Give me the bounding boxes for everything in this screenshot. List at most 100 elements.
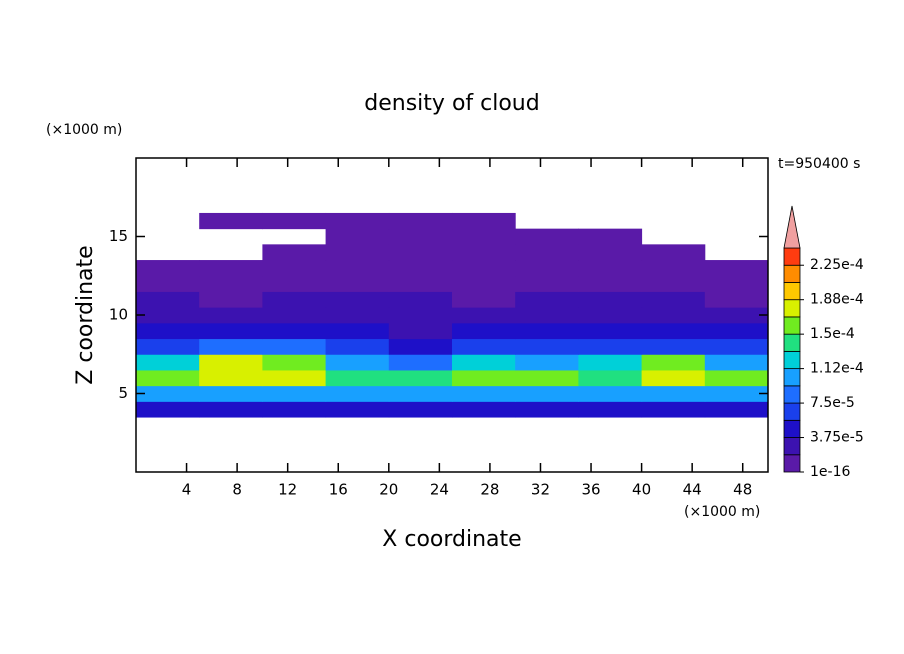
contour-cell [578, 322, 643, 340]
contour-cell [578, 338, 643, 355]
x-tick-label: 16 [329, 481, 348, 499]
y-tick-label: 5 [118, 384, 128, 402]
contour-cell [515, 228, 579, 245]
contour-cell [578, 401, 643, 418]
contour-cell [578, 244, 643, 261]
x-tick-label: 28 [480, 481, 499, 499]
colorbar-box [783, 402, 801, 421]
contour-cell [199, 401, 263, 418]
contour-cell [452, 275, 516, 292]
contour-cell [452, 369, 516, 387]
colorbar-box [783, 299, 801, 318]
y-tick-label: 15 [109, 227, 128, 245]
contour-cell [262, 322, 327, 340]
colorbar-box [783, 419, 801, 438]
contour-cell [325, 369, 390, 387]
colorbar-box [783, 350, 801, 370]
contour-cell [388, 260, 453, 277]
contour-cell [262, 260, 327, 277]
contour-cell [388, 369, 453, 387]
contour-cell [199, 369, 263, 387]
x-tick-label: 12 [278, 481, 297, 499]
contour-cell [515, 401, 579, 418]
contour-cell [515, 260, 579, 277]
contour-cell [262, 401, 327, 418]
colorbar-tick-label: 2.25e-4 [810, 257, 864, 273]
contour-cell [136, 369, 200, 387]
contour-cell [452, 322, 516, 340]
contour-cell [199, 307, 263, 324]
contour-cell [325, 228, 390, 245]
contour-cell [136, 322, 200, 340]
y-tick-label: 10 [109, 306, 128, 324]
contour-cell [325, 291, 390, 308]
contour-cell [641, 260, 706, 277]
contour-cell [578, 385, 643, 402]
contour-cell [388, 275, 453, 292]
contour-cell [388, 385, 453, 402]
contour-cell [704, 354, 769, 371]
colorbar-box [783, 437, 801, 456]
contour-cell [199, 275, 263, 292]
colorbar-box [783, 247, 801, 266]
contour-cell [641, 275, 706, 292]
contour-cell [515, 338, 579, 355]
contour-cell [199, 322, 263, 340]
contour-cell [515, 291, 579, 308]
x-tick-label: 20 [379, 481, 398, 499]
x-tick-label: 32 [531, 481, 550, 499]
colorbar-tick-label: 1.12e-4 [810, 361, 864, 377]
contour-cell [388, 401, 453, 418]
x-unit: (×1000 m) [684, 504, 760, 520]
colorbar-box [783, 282, 801, 301]
contour-cell [199, 385, 263, 402]
x-tick-label: 44 [683, 481, 702, 499]
colorbar-tick-label: 3.75e-5 [810, 430, 864, 446]
contour-cell [452, 244, 516, 261]
contour-cell [578, 275, 643, 292]
colorbar-extend [783, 205, 801, 249]
contour-cell [452, 338, 516, 355]
x-tick-label: 4 [182, 481, 192, 499]
contour-cell [325, 260, 390, 277]
contour-cell [325, 354, 390, 371]
contour-cell [199, 260, 263, 277]
contour-cell [452, 291, 516, 308]
contour-cell [325, 275, 390, 292]
contour-cell [704, 401, 769, 418]
colorbar-box [783, 385, 801, 404]
contour-cell [136, 338, 200, 355]
contour-cell [325, 244, 390, 261]
contour-cell [704, 260, 769, 277]
contour-cell [262, 385, 327, 402]
contour-cell [388, 291, 453, 308]
time-annotation: t=950400 s [778, 156, 860, 172]
contour-cell [388, 228, 453, 245]
x-tick-label: 8 [232, 481, 242, 499]
contour-cell [262, 369, 327, 387]
contour-cell [325, 401, 390, 418]
contour-cell [578, 260, 643, 277]
contour-cell [641, 385, 706, 402]
contour-cell [641, 338, 706, 355]
y-unit: (×1000 m) [46, 122, 122, 138]
contour-cell [515, 385, 579, 402]
contour-cell [136, 354, 200, 371]
x-tick-label: 48 [733, 481, 752, 499]
contour-cell [452, 401, 516, 418]
contour-cell [641, 322, 706, 340]
contour-cell [136, 291, 200, 308]
chart-title: density of cloud [364, 91, 539, 116]
contour-cell [515, 307, 579, 324]
colorbar-tick-label: 1.5e-4 [810, 326, 855, 342]
contour-cell [136, 385, 200, 402]
contour-cell [704, 322, 769, 340]
contour-cell [388, 307, 453, 324]
contour-cell [262, 291, 327, 308]
contour-cell [578, 291, 643, 308]
contour-cell [578, 228, 643, 245]
contour-cell [388, 244, 453, 261]
contour-cell [136, 260, 200, 277]
contour-cell [136, 275, 200, 292]
contour-cell [515, 275, 579, 292]
